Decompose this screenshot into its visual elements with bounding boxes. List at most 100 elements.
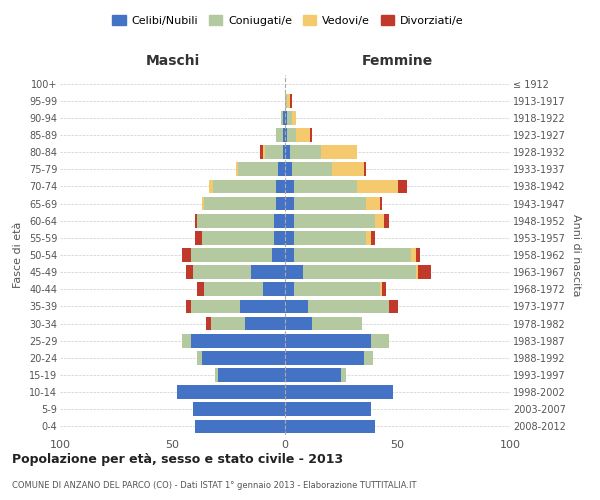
Text: Popolazione per età, sesso e stato civile - 2013: Popolazione per età, sesso e stato civil… xyxy=(12,452,343,466)
Bar xyxy=(371,334,389,347)
Bar xyxy=(193,402,285,416)
Bar xyxy=(240,300,285,314)
Bar xyxy=(235,162,238,176)
Bar xyxy=(411,248,415,262)
Bar xyxy=(292,162,332,176)
Bar xyxy=(285,402,371,416)
Bar xyxy=(283,146,285,159)
Bar xyxy=(215,368,218,382)
Bar xyxy=(285,214,294,228)
Bar xyxy=(285,420,375,434)
Bar xyxy=(245,316,285,330)
Bar xyxy=(285,316,312,330)
Bar xyxy=(364,351,373,364)
Bar xyxy=(191,248,271,262)
Bar xyxy=(191,334,285,347)
Bar xyxy=(274,231,285,244)
Bar xyxy=(285,196,294,210)
Bar xyxy=(271,248,285,262)
Bar xyxy=(287,111,292,124)
Bar xyxy=(371,231,375,244)
Bar xyxy=(285,111,287,124)
Bar xyxy=(265,146,283,159)
Bar xyxy=(285,300,308,314)
Bar xyxy=(213,180,276,194)
Bar xyxy=(285,180,294,194)
Bar xyxy=(202,231,274,244)
Bar xyxy=(276,196,285,210)
Bar xyxy=(285,146,290,159)
Bar xyxy=(263,146,265,159)
Bar xyxy=(285,94,287,108)
Bar xyxy=(285,386,393,399)
Bar xyxy=(415,248,420,262)
Bar xyxy=(366,196,380,210)
Bar xyxy=(209,180,213,194)
Bar xyxy=(332,162,364,176)
Bar xyxy=(285,368,341,382)
Bar xyxy=(290,146,321,159)
Bar xyxy=(285,128,287,142)
Bar xyxy=(321,146,357,159)
Bar xyxy=(285,231,294,244)
Bar xyxy=(197,351,202,364)
Bar xyxy=(380,282,382,296)
Bar xyxy=(290,94,292,108)
Bar xyxy=(287,128,296,142)
Y-axis label: Anni di nascita: Anni di nascita xyxy=(571,214,581,296)
Bar xyxy=(303,266,415,279)
Bar xyxy=(197,214,274,228)
Bar xyxy=(418,266,431,279)
Bar xyxy=(364,162,366,176)
Bar xyxy=(312,316,361,330)
Bar xyxy=(278,162,285,176)
Bar xyxy=(283,128,285,142)
Text: Femmine: Femmine xyxy=(362,54,433,68)
Bar xyxy=(285,351,364,364)
Bar xyxy=(197,282,204,296)
Bar xyxy=(182,334,191,347)
Bar xyxy=(202,196,204,210)
Bar xyxy=(285,162,292,176)
Bar xyxy=(251,266,285,279)
Bar xyxy=(195,231,202,244)
Text: Maschi: Maschi xyxy=(145,54,200,68)
Y-axis label: Fasce di età: Fasce di età xyxy=(13,222,23,288)
Bar xyxy=(186,266,193,279)
Bar xyxy=(382,282,386,296)
Bar xyxy=(263,282,285,296)
Bar xyxy=(281,111,283,124)
Bar xyxy=(294,282,380,296)
Bar xyxy=(384,214,389,228)
Bar xyxy=(296,128,310,142)
Bar xyxy=(415,266,418,279)
Bar xyxy=(195,420,285,434)
Bar xyxy=(182,248,191,262)
Bar xyxy=(276,128,283,142)
Bar xyxy=(294,180,357,194)
Bar xyxy=(292,111,296,124)
Bar xyxy=(193,266,251,279)
Bar xyxy=(186,300,191,314)
Bar xyxy=(218,368,285,382)
Bar xyxy=(294,214,375,228)
Bar xyxy=(380,196,382,210)
Legend: Celibi/Nubili, Coniugati/e, Vedovi/e, Divorziati/e: Celibi/Nubili, Coniugati/e, Vedovi/e, Di… xyxy=(108,10,468,30)
Bar xyxy=(357,180,398,194)
Bar xyxy=(308,300,389,314)
Bar xyxy=(341,368,346,382)
Bar xyxy=(260,146,263,159)
Bar xyxy=(177,386,285,399)
Bar xyxy=(195,214,197,228)
Bar xyxy=(274,214,285,228)
Bar xyxy=(366,231,371,244)
Bar xyxy=(283,111,285,124)
Bar xyxy=(238,162,278,176)
Bar xyxy=(204,196,276,210)
Bar xyxy=(294,196,366,210)
Bar xyxy=(375,214,384,228)
Bar xyxy=(191,300,240,314)
Bar xyxy=(204,282,263,296)
Text: COMUNE DI ANZANO DEL PARCO (CO) - Dati ISTAT 1° gennaio 2013 - Elaborazione TUTT: COMUNE DI ANZANO DEL PARCO (CO) - Dati I… xyxy=(12,480,416,490)
Bar xyxy=(287,94,290,108)
